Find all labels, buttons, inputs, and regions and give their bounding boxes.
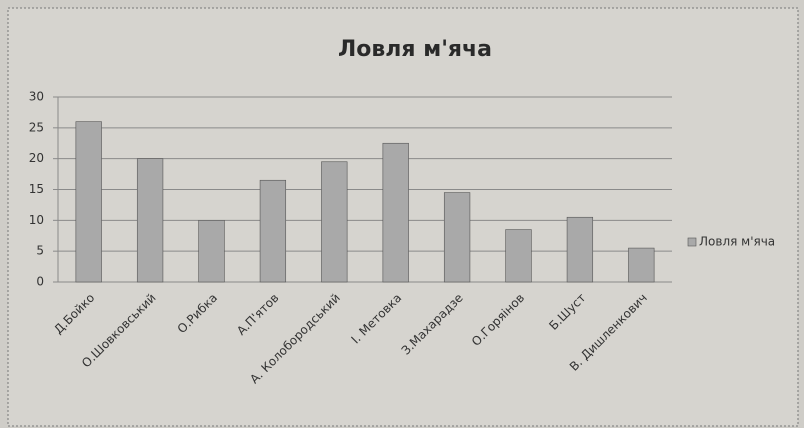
bar <box>136 158 164 283</box>
y-tick-label: 0 <box>36 275 44 289</box>
y-tick-label: 10 <box>29 213 44 227</box>
bar <box>382 142 409 283</box>
bar <box>75 121 102 283</box>
bar <box>198 220 225 283</box>
legend-swatch <box>687 237 697 247</box>
y-tick-label: 25 <box>29 120 44 134</box>
bar <box>259 179 287 283</box>
y-tick-label: 5 <box>36 244 44 258</box>
bar <box>505 229 532 283</box>
chart-title: Ловля м'яча <box>338 37 492 62</box>
bar <box>443 192 471 283</box>
y-tick-label: 15 <box>29 182 44 196</box>
bar <box>628 247 655 283</box>
bar <box>321 161 348 283</box>
bar <box>566 216 594 283</box>
legend-label: Ловля м'яча <box>699 235 775 249</box>
y-tick-label: 20 <box>29 151 44 165</box>
y-tick-label: 30 <box>29 90 44 104</box>
